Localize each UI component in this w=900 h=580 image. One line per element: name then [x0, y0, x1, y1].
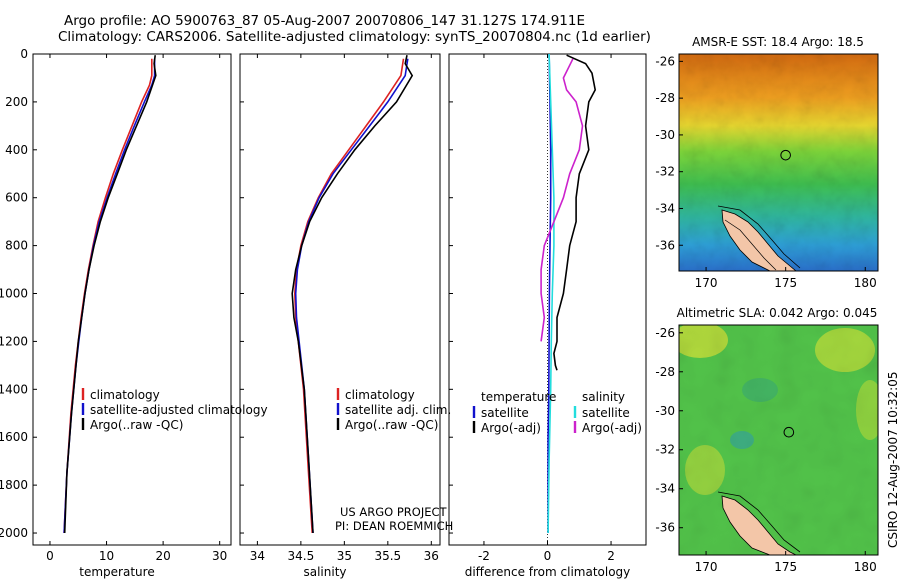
credit-line1: US ARGO PROJECT	[340, 505, 448, 519]
series-line-2	[547, 53, 555, 534]
y-tick-label: 1000	[0, 287, 28, 301]
series-line-2	[291, 55, 414, 534]
y-tick-label: 1800	[0, 478, 28, 492]
y-tick-label: 800	[5, 239, 28, 253]
legend-label: climatology	[90, 388, 160, 402]
sst-map-title: AMSR-E SST: 18.4 Argo: 18.5	[692, 35, 864, 49]
x-tick-label: 35	[337, 549, 352, 563]
sla-map-title: Altimetric SLA: 0.042 Argo: 0.045	[677, 306, 878, 320]
map-y-tick-label: -34	[655, 201, 675, 215]
sla-map: Altimetric SLA: 0.042 Argo: 0.045 170 175…	[655, 306, 879, 574]
sst-depth-contour	[717, 205, 801, 269]
map-y-tick-label: -32	[655, 443, 675, 457]
map-y-tick-label: -28	[655, 365, 675, 379]
map-y-tick-label: -26	[655, 326, 675, 340]
map-y-tick-label: -28	[655, 91, 675, 105]
series-line-1	[63, 58, 156, 534]
sst-landmass	[721, 209, 797, 271]
sla-depth-contour	[717, 491, 801, 553]
map-y-tick-label: -26	[655, 54, 675, 68]
legend-label: satellite adj. clim.	[345, 403, 451, 417]
series-line-1	[294, 58, 409, 534]
plot-frame	[32, 53, 232, 546]
sla-landmass	[721, 495, 797, 555]
y-tick-label: 400	[5, 143, 28, 157]
x-tick-label: 36	[424, 549, 439, 563]
legend-label: Argo(-adj)	[582, 421, 642, 435]
legend-label: Argo(..raw -QC)	[345, 418, 438, 432]
legend-header-temperature: temperature	[481, 390, 556, 404]
y-tick-label: 0	[20, 47, 28, 61]
x-tick-label: 35.5	[374, 549, 401, 563]
map-y-tick-label: -36	[655, 238, 675, 252]
y-tick-label: 1600	[0, 430, 28, 444]
temperature-panel: 0 10 20 30 0 200 400 600 800 1000 1200 1400 1600 1800…	[0, 47, 268, 579]
y-tick-label: 1400	[0, 382, 28, 396]
difference-panel: -2 0 2 difference from climatology temperatu…	[448, 53, 647, 579]
x-tick-label: -2	[478, 549, 490, 563]
legend-label: Argo(-adj)	[481, 421, 541, 435]
legend-label: satellite	[481, 406, 529, 420]
series-line-2	[63, 55, 157, 534]
map-x-tick-label: 170	[695, 560, 718, 574]
map-y-tick-label: -30	[655, 404, 675, 418]
series-line-0	[63, 58, 153, 534]
x-tick-label: 20	[155, 549, 170, 563]
map-x-tick-label: 180	[854, 560, 877, 574]
map-y-tick-label: -32	[655, 165, 675, 179]
series-line-3	[540, 58, 584, 342]
y-tick-label: 600	[5, 191, 28, 205]
sla-map-frame	[678, 324, 879, 556]
sst-map: AMSR-E SST: 18.4 Argo: 18.5 170 175 180 -26…	[655, 35, 879, 290]
x-tick-label: 34	[250, 549, 265, 563]
legend-label: climatology	[345, 388, 415, 402]
x-tick-label: 30	[212, 549, 227, 563]
map-y-tick-label: -36	[655, 521, 675, 535]
sla-argo-marker	[783, 426, 795, 438]
figure-title-line2: Climatology: CARS2006. Satellite-adjuste…	[58, 29, 651, 45]
legend-header-salinity: salinity	[582, 390, 625, 404]
salinity-panel: 34 34.5 35 35.5 36 salinity climatologysatelli…	[239, 53, 451, 579]
legend-label: satellite-adjusted climatology	[90, 403, 268, 417]
x-axis-label: difference from climatology	[465, 565, 631, 579]
x-axis-label: temperature	[79, 565, 154, 579]
sst-texture	[679, 54, 878, 271]
sst-argo-marker	[780, 149, 791, 161]
x-tick-label: 2	[607, 549, 615, 563]
map-y-tick-label: -30	[655, 128, 675, 142]
sla-texture	[679, 325, 878, 555]
credit-line2: PI: DEAN ROEMMICH	[335, 519, 453, 533]
y-tick-label: 1200	[0, 334, 28, 348]
map-x-tick-label: 175	[774, 276, 797, 290]
y-tick-label: 2000	[0, 526, 28, 540]
series-line-1	[553, 54, 597, 371]
x-axis-label: salinity	[303, 565, 346, 579]
sst-depth-contour-inner	[724, 219, 777, 271]
x-tick-label: 34.5	[288, 549, 315, 563]
map-x-tick-label: 180	[854, 276, 877, 290]
plot-frame	[239, 53, 441, 546]
legend-label: satellite	[582, 406, 630, 420]
x-tick-label: 10	[99, 549, 114, 563]
sst-map-frame	[678, 53, 879, 272]
legend-label: Argo(..raw -QC)	[90, 418, 183, 432]
map-x-tick-label: 175	[774, 560, 797, 574]
series-line-0	[293, 58, 405, 534]
x-tick-label: 0	[46, 549, 54, 563]
map-x-tick-label: 170	[695, 276, 718, 290]
x-tick-label: 0	[544, 549, 552, 563]
y-tick-label: 200	[5, 95, 28, 109]
figure-title-line1: Argo profile: AO 5900763_87 05-Aug-2007 …	[64, 13, 586, 29]
map-y-tick-label: -34	[655, 482, 675, 496]
